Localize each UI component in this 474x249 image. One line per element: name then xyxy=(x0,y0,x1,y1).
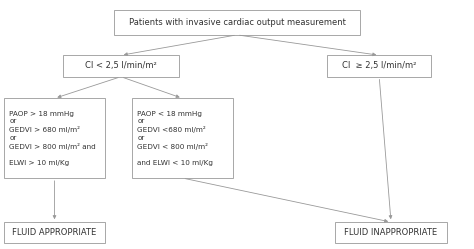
Text: CI < 2,5 l/min/m²: CI < 2,5 l/min/m² xyxy=(85,62,157,70)
Text: Patients with invasive cardiac output measurement: Patients with invasive cardiac output me… xyxy=(128,18,346,27)
Text: CI  ≥ 2,5 l/min/m²: CI ≥ 2,5 l/min/m² xyxy=(342,62,416,70)
FancyBboxPatch shape xyxy=(4,98,105,178)
FancyBboxPatch shape xyxy=(4,222,105,244)
Text: PAOP > 18 mmHg
or
GEDVI > 680 ml/m²
or
GEDVI > 800 ml/m² and

ELWI > 10 ml/Kg: PAOP > 18 mmHg or GEDVI > 680 ml/m² or G… xyxy=(9,111,96,166)
FancyBboxPatch shape xyxy=(132,98,233,178)
FancyBboxPatch shape xyxy=(336,222,447,244)
Text: FLUID INAPPROPRIATE: FLUID INAPPROPRIATE xyxy=(345,228,438,237)
Text: FLUID APPROPRIATE: FLUID APPROPRIATE xyxy=(12,228,97,237)
FancyBboxPatch shape xyxy=(63,55,179,76)
FancyBboxPatch shape xyxy=(114,10,360,35)
Text: PAOP < 18 mmHg
or
GEDVI <680 ml/m²
or
GEDVI < 800 ml/m²

and ELWI < 10 ml/Kg: PAOP < 18 mmHg or GEDVI <680 ml/m² or GE… xyxy=(137,111,213,166)
FancyBboxPatch shape xyxy=(327,55,431,76)
